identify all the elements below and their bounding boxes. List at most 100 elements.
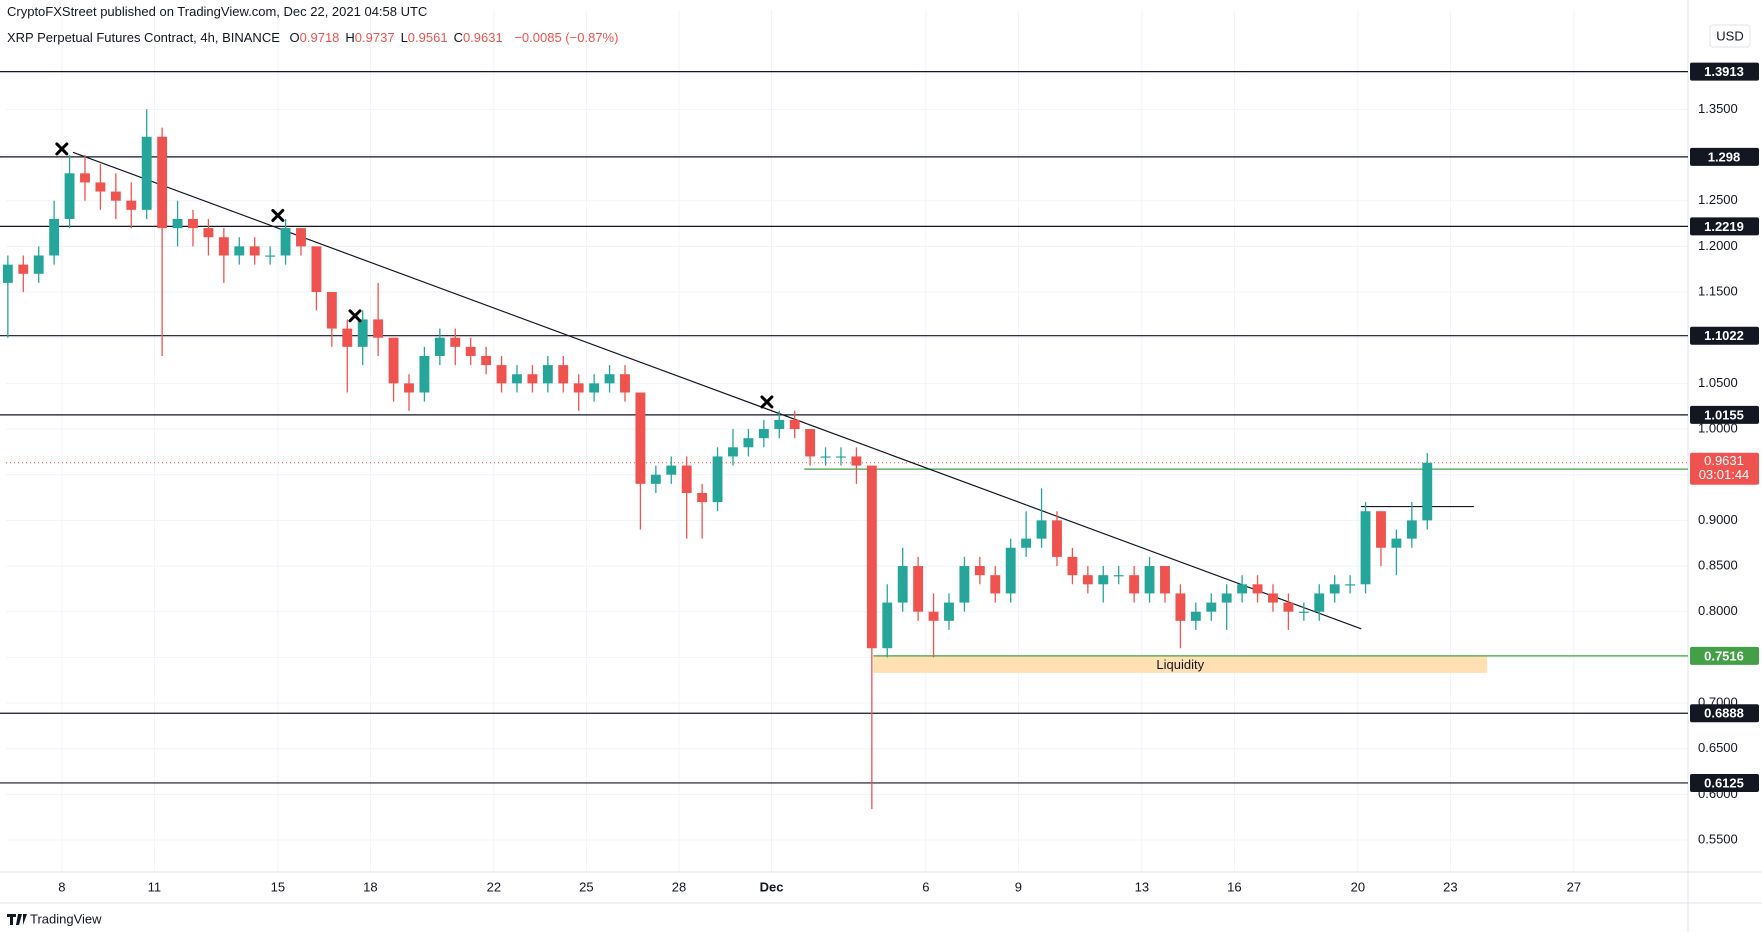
y-tick-label: 0.5500 — [1698, 831, 1738, 846]
candle-body — [95, 182, 106, 192]
symbol: XRP Perpetual Futures Contract, 4h, BINA… — [7, 30, 280, 45]
candle-body — [1376, 511, 1386, 548]
candle-body — [882, 602, 893, 649]
candle-body — [1175, 593, 1186, 621]
candle-body — [465, 346, 476, 356]
x-tick-label: 15 — [271, 879, 285, 894]
y-tick-label: 1.3500 — [1698, 101, 1738, 116]
candle-body — [913, 566, 924, 612]
candle-body — [789, 419, 800, 430]
candle-body — [573, 383, 584, 393]
liquidity-zone — [873, 655, 1488, 673]
candle-body — [1360, 511, 1371, 585]
level-label-box — [1690, 62, 1759, 81]
candle-body — [728, 447, 738, 457]
candle-body — [157, 136, 168, 229]
candle-body — [388, 337, 399, 384]
ohlc-label: L — [400, 30, 408, 45]
last-price-box — [1690, 452, 1759, 485]
candle-body — [496, 365, 507, 384]
candle-body — [774, 419, 785, 430]
candle-body — [1221, 593, 1232, 603]
level-label: 0.6125 — [1704, 775, 1744, 790]
candle-body — [1160, 566, 1170, 594]
candle-body — [234, 246, 245, 256]
y-tick-label: 1.0000 — [1698, 420, 1738, 435]
candle-body — [527, 374, 538, 384]
level-label-box — [1690, 704, 1759, 723]
level-label-box — [1690, 147, 1759, 166]
countdown-label: 03:01:44 — [1699, 467, 1750, 482]
candle-body — [311, 246, 322, 293]
candle-body — [1129, 575, 1140, 594]
candle-body — [342, 328, 353, 347]
x-tick-label: 23 — [1443, 879, 1457, 894]
candle-body — [897, 566, 908, 603]
candle-body — [743, 438, 754, 448]
candle-body — [249, 246, 260, 256]
candle-body — [512, 374, 522, 384]
candle-body — [697, 492, 708, 503]
touch-marker — [760, 395, 774, 409]
candle-body — [959, 566, 970, 603]
candle-body — [203, 228, 214, 238]
candle-body — [126, 200, 137, 210]
candle-body — [18, 264, 29, 274]
y-tick-label: 0.9000 — [1698, 512, 1738, 527]
candle-body — [851, 456, 862, 466]
candle-body — [2, 264, 13, 283]
touch-marker — [348, 309, 362, 323]
level-label: 1.1022 — [1704, 328, 1744, 343]
ohlc-value: 0.9561 — [407, 30, 448, 45]
y-tick-label: 0.8500 — [1698, 557, 1738, 572]
candle-body — [712, 456, 723, 503]
level-label: 1.3913 — [1704, 64, 1744, 79]
candle-body — [1329, 584, 1340, 594]
candle-body — [33, 255, 44, 274]
logo-icon — [7, 914, 27, 925]
candle-body — [1237, 584, 1248, 594]
candle-body — [80, 173, 90, 183]
y-tick-label: 1.2000 — [1698, 238, 1738, 253]
x-tick-label: 13 — [1135, 879, 1149, 894]
candle-body — [1283, 602, 1294, 612]
byline: CryptoFXStreet published on TradingView.… — [7, 4, 428, 19]
candle-body — [296, 228, 306, 247]
candle-body — [1252, 584, 1263, 594]
last-price-label: 0.9631 — [1704, 453, 1744, 468]
candle-body — [1036, 520, 1047, 539]
candle-body — [944, 602, 954, 621]
candle-body — [280, 228, 291, 256]
level-label-box — [1690, 405, 1759, 424]
candle-body — [357, 319, 368, 347]
candle-body — [650, 474, 661, 484]
candle-body — [820, 456, 831, 458]
candle-body — [805, 429, 816, 457]
ohlc-label: H — [345, 30, 355, 45]
candle-body — [110, 191, 121, 201]
level-label-box — [1690, 773, 1759, 792]
candle-body — [558, 365, 569, 384]
x-tick-label: 22 — [487, 879, 501, 894]
candle-body — [1268, 593, 1278, 603]
candle-body — [326, 292, 337, 329]
candle-body — [681, 465, 692, 493]
level-label: 0.7516 — [1704, 648, 1744, 663]
level-label: 1.2219 — [1704, 219, 1744, 234]
candle-body — [635, 392, 646, 484]
change: −0.0085 (−0.87%) — [514, 30, 619, 45]
level-label-box — [1690, 326, 1759, 345]
candle-body — [1298, 611, 1309, 613]
ohlc-value: 0.9631 — [462, 30, 503, 45]
x-tick-label: 18 — [363, 879, 377, 894]
level-label: 0.6888 — [1704, 706, 1744, 721]
candle-body — [866, 465, 877, 649]
candle-body — [1345, 584, 1356, 586]
candle-body — [589, 383, 600, 393]
candle-body — [604, 374, 615, 384]
candle-body — [1422, 462, 1433, 521]
y-tick-label: 0.8000 — [1698, 603, 1738, 618]
candle-body — [404, 383, 414, 393]
grid — [6, 10, 1688, 872]
